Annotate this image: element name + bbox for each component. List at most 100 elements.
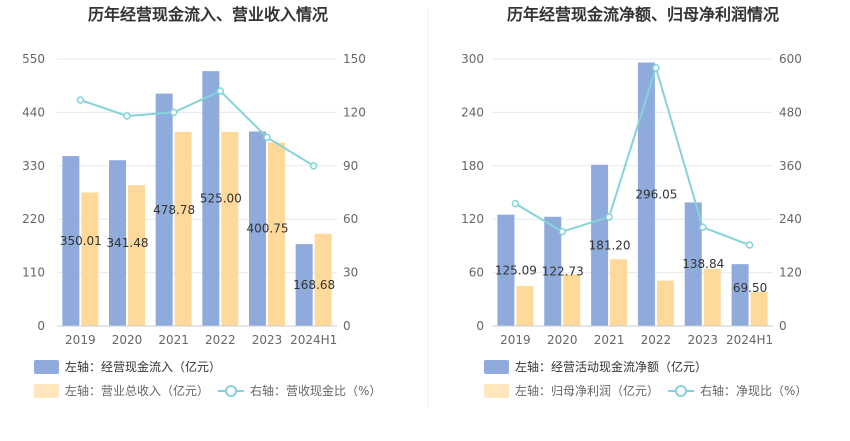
data-label: 341.48 xyxy=(107,236,149,250)
x-axis-ticks: 2019 2020 2021 2022 2023 2024H1 xyxy=(500,333,773,347)
right-axis-ticks: 0 120 240 360 480 600 xyxy=(779,52,802,333)
x-tick-label: 2019 xyxy=(65,333,96,347)
right-tick-label: 0 xyxy=(779,319,787,333)
bar-secondary[interactable] xyxy=(174,131,192,326)
right-tick-label: 30 xyxy=(343,266,358,280)
legend-label: 左轴：营业总收入（亿元） xyxy=(65,383,209,398)
chart-title: 历年经营现金流净额、归母净利润情况 xyxy=(507,5,779,24)
right-tick-label: 150 xyxy=(343,52,366,66)
ratio-line xyxy=(80,89,315,167)
legend-item-line[interactable]: 右轴：净现比（%） xyxy=(668,383,807,398)
bar-secondary[interactable] xyxy=(656,280,674,326)
left-tick-label: 330 xyxy=(22,159,45,173)
bar-primary[interactable] xyxy=(497,214,515,326)
legend-swatch xyxy=(484,384,509,398)
legend-item-primary-bar[interactable]: 左轴：经营活动现金流净额（亿元） xyxy=(484,359,707,374)
legend-swatch xyxy=(34,384,59,398)
legend-swatch xyxy=(484,360,509,374)
data-labels: 125.09 122.73 181.20 296.05 138.84 69.50 xyxy=(495,187,767,295)
ratio-line-series xyxy=(76,87,318,170)
bar-secondary[interactable] xyxy=(703,269,721,326)
x-tick-label: 2021 xyxy=(158,333,189,347)
x-axis-ticks: 2019 2020 2021 2022 2023 2024H1 xyxy=(65,333,337,347)
legend-item-primary-bar[interactable]: 左轴：经营现金流入（亿元） xyxy=(34,359,221,374)
x-tick-label: 2021 xyxy=(594,333,625,347)
x-tick-label: 2024H1 xyxy=(290,333,337,347)
bar-secondary[interactable] xyxy=(268,142,285,326)
data-label: 122.73 xyxy=(542,264,584,278)
legend-item-line[interactable]: 右轴：营收现金比（%） xyxy=(218,383,381,398)
bar-primary[interactable] xyxy=(155,93,173,327)
line-point[interactable] xyxy=(169,108,178,117)
line-point[interactable] xyxy=(652,64,660,72)
legend-label: 左轴：经营活动现金流净额（亿元） xyxy=(515,359,707,374)
cash-inflow-revenue-chart: 历年经营现金流入、营业收入情况 0 110 220 330 440 550 0 … xyxy=(22,5,381,398)
line-point[interactable] xyxy=(309,162,318,170)
legend-item-secondary-bar[interactable]: 左轴：营业总收入（亿元） xyxy=(34,383,209,398)
legend: 左轴：经营活动现金流净额（亿元） 左轴：归母净利润（亿元） 右轴：净现比（%） xyxy=(484,359,807,398)
right-tick-label: 240 xyxy=(779,212,802,226)
right-tick-label: 600 xyxy=(779,52,802,66)
line-point[interactable] xyxy=(745,241,754,249)
line-point[interactable] xyxy=(216,87,225,95)
bar-secondary[interactable] xyxy=(81,192,99,327)
left-tick-label: 180 xyxy=(461,159,484,173)
left-axis-ticks: 0 110 220 330 440 550 xyxy=(22,52,45,333)
legend-item-secondary-bar[interactable]: 左轴：归母净利润（亿元） xyxy=(484,383,659,398)
x-tick-label: 2020 xyxy=(112,333,143,347)
bar-secondary[interactable] xyxy=(750,292,768,326)
legend-label: 右轴：净现比（%） xyxy=(700,383,807,398)
bar-primary[interactable] xyxy=(637,62,655,326)
bar-secondary[interactable] xyxy=(128,185,145,326)
left-tick-label: 0 xyxy=(37,319,45,333)
bar-primary[interactable] xyxy=(295,244,313,326)
bar-primary[interactable] xyxy=(249,131,266,326)
line-point[interactable] xyxy=(511,199,520,208)
bar-secondary[interactable] xyxy=(563,274,581,326)
data-label: 400.75 xyxy=(247,222,289,236)
bar-primary[interactable] xyxy=(544,216,562,326)
line-point[interactable] xyxy=(699,223,707,231)
x-tick-label: 2022 xyxy=(205,333,236,347)
right-axis-ticks: 0 30 60 90 120 150 xyxy=(343,52,366,333)
line-point[interactable] xyxy=(558,227,566,236)
line-point[interactable] xyxy=(605,213,613,221)
right-tick-label: 60 xyxy=(343,212,358,226)
left-tick-label: 120 xyxy=(461,212,484,226)
right-tick-label: 120 xyxy=(779,266,802,280)
bar-series xyxy=(62,71,332,327)
left-tick-label: 550 xyxy=(22,52,45,66)
data-label: 296.05 xyxy=(635,187,677,201)
x-tick-label: 2020 xyxy=(547,333,578,347)
bar-secondary[interactable] xyxy=(610,259,628,326)
bar-primary[interactable] xyxy=(62,156,80,326)
data-label: 350.01 xyxy=(60,234,102,248)
left-tick-label: 110 xyxy=(22,266,45,280)
data-label: 181.20 xyxy=(589,238,631,252)
left-tick-label: 0 xyxy=(476,319,484,333)
bar-primary[interactable] xyxy=(731,264,749,326)
bar-primary[interactable] xyxy=(684,202,702,326)
left-axis-ticks: 0 60 120 180 240 300 xyxy=(461,52,484,333)
chart-title: 历年经营现金流入、营业收入情况 xyxy=(88,5,328,24)
line-point[interactable] xyxy=(263,133,271,142)
ratio-line xyxy=(514,64,750,246)
legend-label: 左轴：经营现金流入（亿元） xyxy=(65,359,221,374)
data-labels: 350.01 341.48 478.78 525.00 400.75 168.6… xyxy=(60,192,335,292)
bar-primary[interactable] xyxy=(202,71,220,327)
line-point[interactable] xyxy=(76,96,85,104)
line-point[interactable] xyxy=(123,112,131,120)
bar-secondary[interactable] xyxy=(516,285,534,326)
bar-secondary[interactable] xyxy=(314,233,332,326)
right-tick-label: 90 xyxy=(343,159,358,173)
data-label: 168.68 xyxy=(293,278,335,292)
bar-primary[interactable] xyxy=(109,160,126,326)
x-tick-label: 2023 xyxy=(252,333,283,347)
left-tick-label: 440 xyxy=(22,105,45,119)
legend-marker xyxy=(675,385,687,397)
left-tick-label: 300 xyxy=(461,52,484,66)
bar-primary[interactable] xyxy=(591,164,609,326)
bar-secondary[interactable] xyxy=(221,131,239,326)
